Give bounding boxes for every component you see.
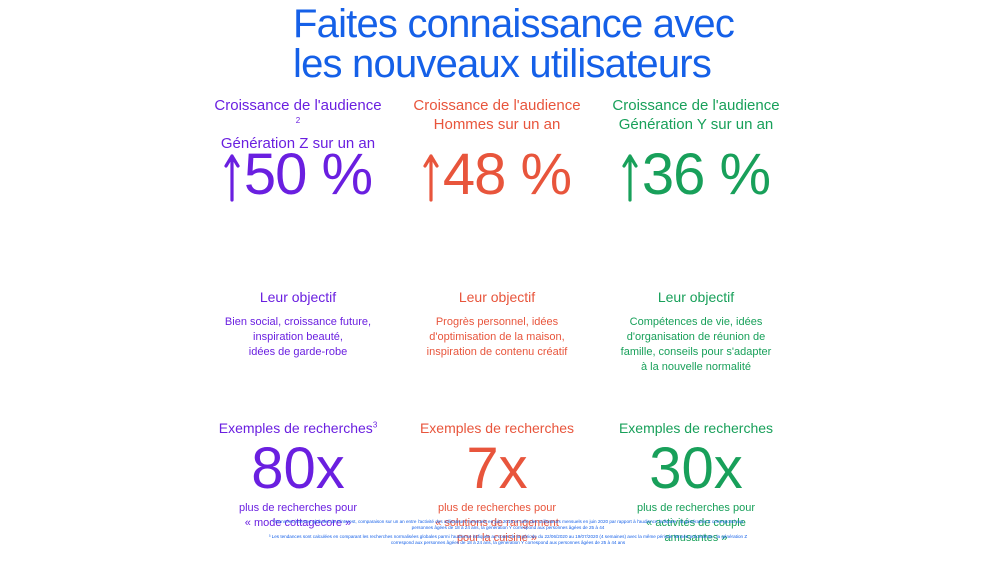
multiplier-desc-line: pour la cuisine » [456, 532, 538, 544]
objective-text: Compétences de vie, idées d'organisation… [596, 315, 796, 381]
search-heading: Exemples de recherches [397, 419, 597, 437]
growth-label: Croissance de l'audience Hommes sur un a… [397, 96, 597, 134]
objective-line: idées de garde-robe [248, 346, 348, 358]
objective-line: Bien social, croissance future, [224, 316, 372, 328]
footnote-ref: 3 [372, 420, 378, 430]
multiplier-desc-line: plus de recherches pour [238, 502, 357, 514]
column-generation-z: Croissance de l'audience 2 Génération Z s… [198, 96, 398, 531]
growth-stat: 50 % [198, 142, 398, 208]
growth-stat: 36 % [596, 142, 796, 208]
growth-value: 50 % [243, 142, 373, 207]
footnote-3: ³ Les tendances sont calculées en compar… [268, 534, 748, 545]
search-heading-text: Exemples de recherches [618, 420, 774, 436]
footnotes: ² Données internes globales de Pinterest… [268, 519, 748, 549]
search-heading-text: Exemples de recherches [218, 420, 373, 436]
growth-label-line2: Hommes sur un an [433, 116, 561, 133]
growth-value: 48 % [442, 142, 572, 207]
objective-heading: Leur objectif [259, 289, 337, 305]
objective-line: Compétences de vie, idées [629, 316, 763, 328]
multiplier-description: plus de recherches pour « solutions de r… [397, 501, 597, 546]
multiplier-desc-line: plus de recherches pour [437, 502, 556, 514]
objective-line: d'optimisation de la maison, [429, 331, 565, 343]
arrow-up-icon [423, 154, 439, 202]
objective-heading: Leur objectif [458, 289, 536, 305]
objective-line: Progrès personnel, idées [435, 316, 559, 328]
column-hommes: Croissance de l'audience Hommes sur un a… [397, 96, 597, 546]
objective-text: Bien social, croissance future, inspirat… [198, 315, 398, 381]
growth-label-line1: Croissance de l'audience [413, 97, 581, 114]
objective-line: à la nouvelle normalité [640, 361, 752, 373]
page-title: Faites connaissance avec les nouveaux ut… [293, 2, 735, 86]
multiplier-description: plus de recherches pour « mode cottageco… [198, 501, 398, 531]
title-line-1: Faites connaissance avec [293, 2, 735, 46]
multiplier-description: plus de recherches pour « activités de c… [596, 501, 796, 546]
title-line-2: les nouveaux utilisateurs [293, 42, 712, 86]
growth-value: 36 % [641, 142, 771, 207]
search-multiplier: 7x [466, 436, 528, 501]
objective-line: inspiration de contenu créatif [426, 346, 568, 358]
search-heading: Exemples de recherches [596, 419, 796, 437]
growth-label: Croissance de l'audience 2 Génération Z s… [198, 96, 398, 152]
column-generation-y: Croissance de l'audience Génération Y su… [596, 96, 796, 546]
arrow-up-icon [224, 154, 240, 202]
growth-label-line2: Génération Y sur un an [618, 116, 774, 133]
footnote-2: ² Données internes globales de Pinterest… [272, 519, 744, 530]
growth-stat: 48 % [397, 142, 597, 208]
search-heading-text: Exemples de recherches [419, 420, 575, 436]
footnote-ref: 2 [295, 116, 301, 125]
objective-heading: Leur objectif [657, 289, 735, 305]
multiplier-desc-line: « mode cottagecore » [244, 517, 352, 529]
growth-label-line2: Génération Z sur un an [220, 135, 376, 152]
search-heading: Exemples de recherches3 [198, 419, 398, 437]
multiplier-desc-line: « activités de couple [646, 517, 746, 529]
growth-label: Croissance de l'audience Génération Y su… [596, 96, 796, 134]
growth-label-line1: Croissance de l'audience [612, 97, 780, 114]
objective-line: famille, conseils pour s'adapter [620, 346, 772, 358]
multiplier-desc-line: amusantes » [664, 532, 728, 544]
objective-line: d'organisation de réunion de [626, 331, 766, 343]
growth-label-line1: Croissance de l'audience [214, 97, 382, 114]
search-multiplier: 30x [649, 436, 743, 501]
arrow-up-icon [622, 154, 638, 202]
search-multiplier: 80x [251, 436, 345, 501]
multiplier-desc-line: plus de recherches pour [636, 502, 755, 514]
multiplier-desc-line: « solutions de rangement [435, 517, 559, 529]
objective-line: inspiration beauté, [253, 331, 343, 343]
objective-text: Progrès personnel, idées d'optimisation … [397, 315, 597, 381]
